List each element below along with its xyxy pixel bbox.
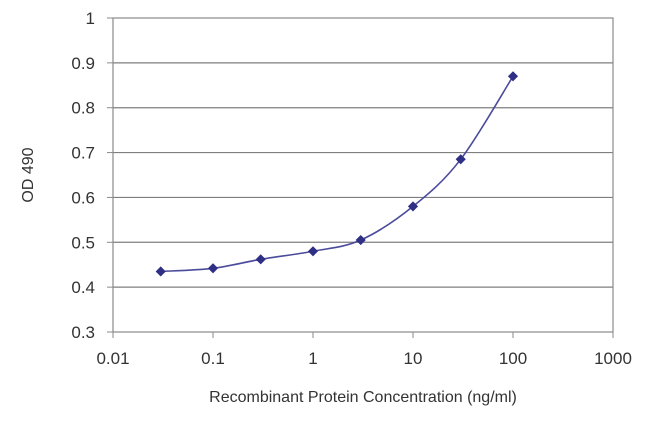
- data-point: [455, 154, 466, 165]
- grid-lines: [113, 62, 613, 288]
- y-tick-label: 1: [86, 9, 95, 28]
- x-tick-label: 0.01: [96, 349, 129, 368]
- y-tick-label: 0.5: [71, 233, 95, 252]
- y-tick-label: 0.7: [71, 144, 95, 163]
- data-point: [355, 234, 366, 246]
- data-point: [255, 254, 266, 265]
- y-axis-tick-labels: 0.3 0.4 0.5 0.6 0.7 0.8 0.9 1: [71, 9, 113, 342]
- y-tick-label: 0.9: [71, 54, 95, 73]
- plot-area-frame: [112, 17, 614, 333]
- data-point: [155, 266, 166, 277]
- data-point: [207, 263, 219, 274]
- x-tick-label: 1000: [594, 349, 632, 368]
- x-axis-title: Recombinant Protein Concentration (ng/ml…: [209, 389, 517, 406]
- y-tick-label: 0.3: [71, 323, 95, 342]
- x-tick-label: 10: [404, 349, 423, 368]
- data-point: [407, 201, 419, 212]
- data-series: [155, 71, 519, 277]
- y-tick-label: 0.4: [71, 278, 95, 297]
- data-point: [507, 71, 519, 82]
- x-tick-label: 100: [499, 349, 527, 368]
- x-tick-label: 1: [308, 349, 317, 368]
- data-point: [307, 246, 319, 257]
- y-tick-label: 0.8: [71, 99, 95, 118]
- x-axis-tick-labels: 0.01 0.1 1 10 100 1000: [96, 332, 632, 368]
- y-tick-label: 0.6: [71, 188, 95, 207]
- y-axis-title: OD 490: [20, 147, 37, 202]
- x-tick-label: 0.1: [201, 349, 225, 368]
